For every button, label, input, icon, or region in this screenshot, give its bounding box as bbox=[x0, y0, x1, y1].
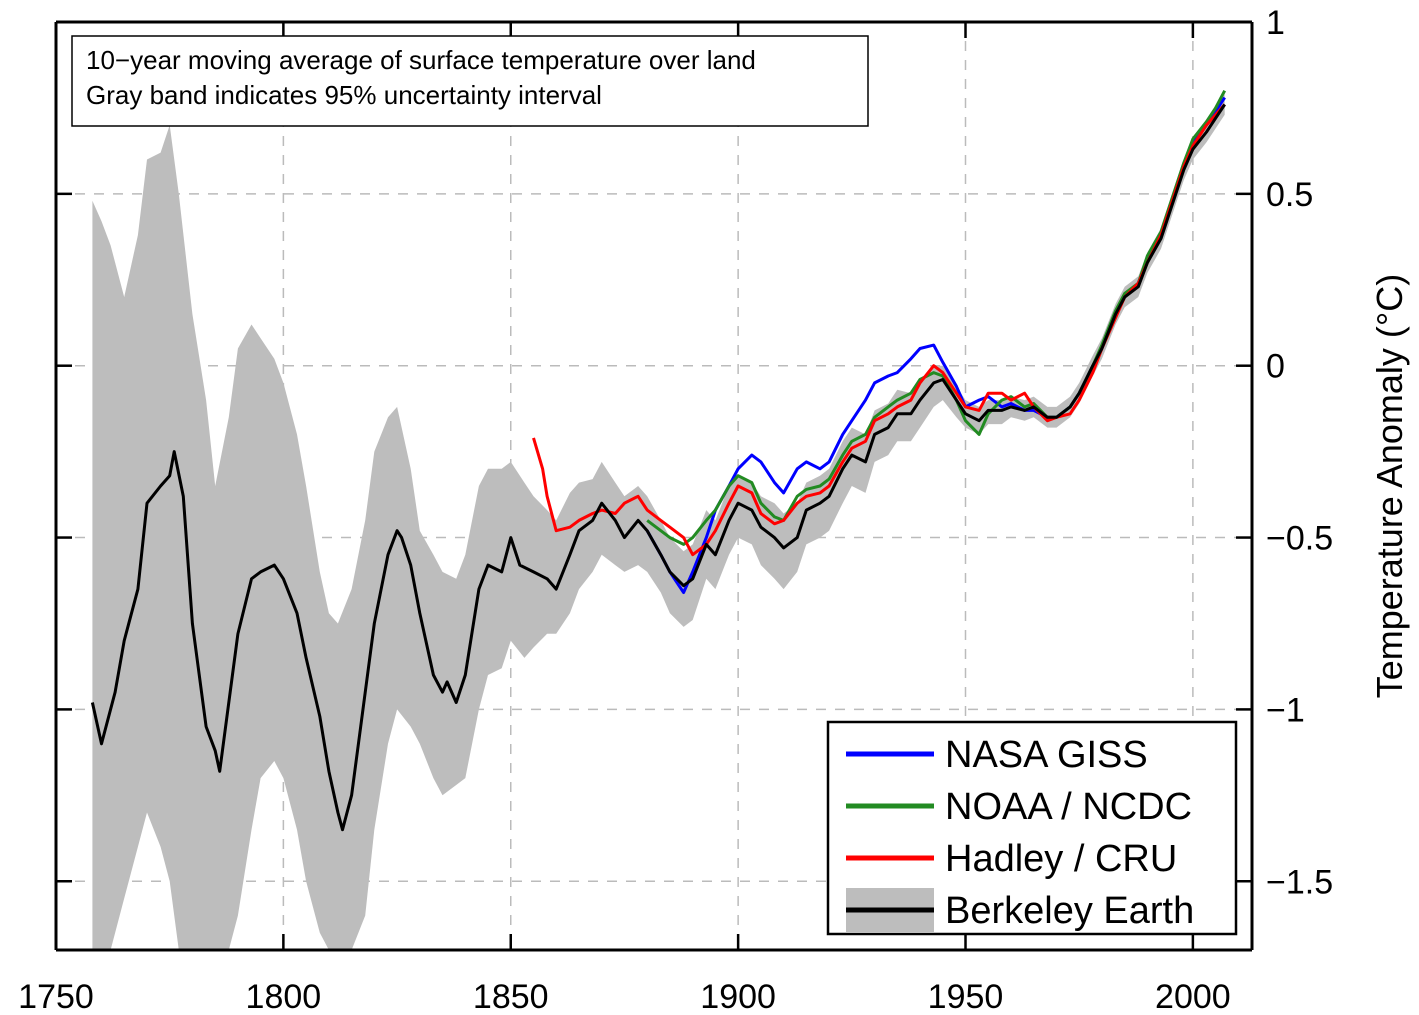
axes-frame bbox=[54, 20, 1254, 952]
x-tick-label: 1800 bbox=[246, 978, 322, 1015]
series-line-berkeley-earth bbox=[90, 103, 1226, 832]
legend-label-nasa-giss: NASA GISS bbox=[945, 734, 1148, 776]
x-tick-label: 1750 bbox=[18, 978, 94, 1015]
y-tick-label: 1 bbox=[1266, 4, 1285, 42]
annotation-line-1: 10−year moving average of surface temper… bbox=[86, 45, 756, 75]
y-tick-label: 0.5 bbox=[1266, 176, 1313, 214]
uncertainty-band-layer bbox=[92, 94, 1225, 950]
annotation-line-2: Gray band indicates 95% uncertainty inte… bbox=[86, 80, 602, 110]
annotation-box: 10−year moving average of surface temper… bbox=[71, 35, 869, 127]
y-tick-label: −0.5 bbox=[1266, 520, 1333, 558]
y-tick-label: −1 bbox=[1266, 691, 1305, 729]
legend: NASA GISS NOAA / NCDC Hadley / CRU Berkeley… bbox=[826, 720, 1238, 936]
legend-label-berkeley-earth: Berkeley Earth bbox=[945, 890, 1194, 932]
y-axis-title: Temperature Anomaly (°C) bbox=[1369, 274, 1410, 699]
annotation-frame bbox=[71, 35, 869, 127]
y-tick-labels: 1 0.5 0 −0.5 −1 −1.5 bbox=[1266, 4, 1333, 901]
series-layer bbox=[90, 89, 1227, 832]
x-tick-label: 2000 bbox=[1155, 978, 1231, 1015]
uncertainty-band bbox=[92, 94, 1225, 950]
y-tick-label: −1.5 bbox=[1266, 863, 1333, 901]
x-tick-label: 1900 bbox=[700, 978, 776, 1015]
legend-label-hadley-cru: Hadley / CRU bbox=[945, 838, 1177, 880]
y-tick-label: 0 bbox=[1266, 348, 1285, 386]
x-tick-labels: 1750 1800 1850 1900 1950 2000 bbox=[18, 978, 1231, 1015]
x-tick-label: 1850 bbox=[473, 978, 549, 1015]
tick-marks bbox=[54, 20, 1252, 950]
x-tick-label: 1950 bbox=[928, 978, 1004, 1015]
legend-label-noaa-ncdc: NOAA / NCDC bbox=[945, 786, 1192, 828]
